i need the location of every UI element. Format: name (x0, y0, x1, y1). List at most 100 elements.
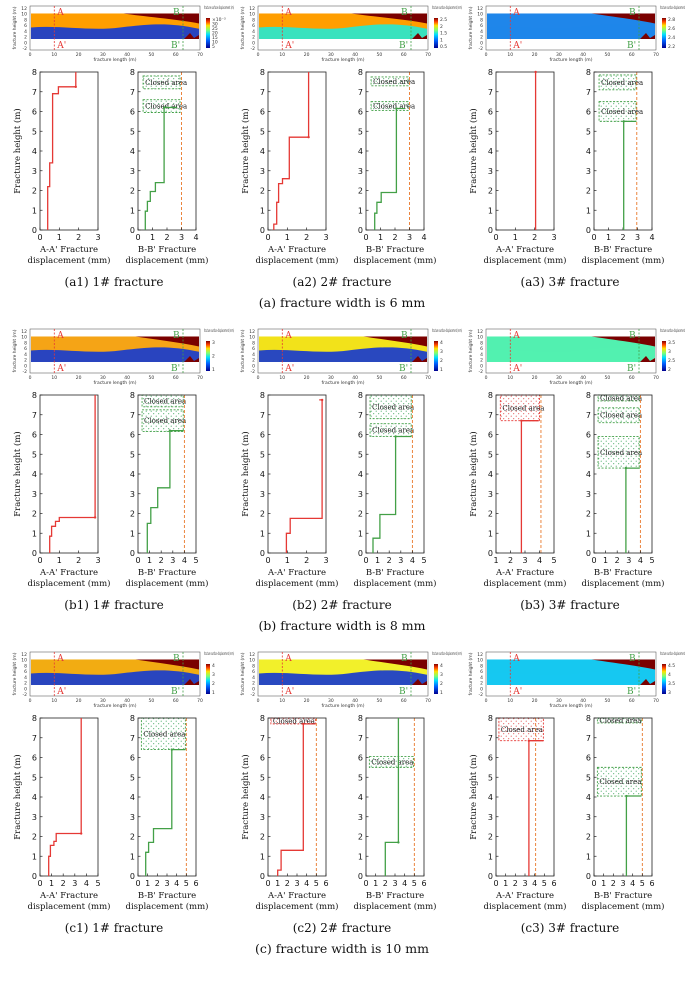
y-tick-label: 2 (130, 510, 135, 519)
y-tick-label: 4 (358, 793, 363, 802)
section-label-a-prime: A' (56, 41, 66, 51)
x-axis-label: A-A' Fracture (39, 568, 98, 578)
closed-area-label: Closed area (143, 730, 185, 738)
y-tick-label: 1 (260, 529, 265, 538)
heatmap-xtick: 60 (173, 375, 179, 381)
displacement-band (31, 347, 199, 362)
plot-frame (365, 71, 425, 231)
displacement-band (259, 347, 427, 362)
heatmap-xtick: 50 (605, 375, 611, 381)
heatmap-xtick: 0 (257, 698, 260, 704)
closed-area-region (598, 101, 637, 122)
y-axis-label: Fracture height (m) (468, 431, 479, 516)
heatmap-ytick: 12 (249, 329, 255, 335)
closed-area-region (142, 99, 181, 113)
x-tick-label: 3 (164, 879, 169, 888)
x-axis-label-units: displacement (mm) (582, 578, 665, 589)
y-tick-label: 0 (358, 549, 363, 558)
closed-zone (123, 13, 199, 24)
heatmap-ytick: 10 (477, 658, 483, 664)
colorbar-tick: 0.5 (440, 44, 447, 50)
heatmap-xtick: 30 (100, 375, 106, 381)
x-tick-label: 3 (95, 233, 100, 242)
heatmap-xtick: 0 (29, 52, 32, 58)
y-tick-label: 0 (488, 872, 493, 881)
x-tick-label: 5 (649, 556, 654, 565)
heatmap-ytick: 4 (24, 675, 27, 681)
profile-marker (320, 398, 324, 402)
displacement-band (259, 24, 427, 39)
x-tick-label: 4 (193, 233, 198, 242)
closed-zone (412, 33, 427, 39)
y-tick-label: 5 (358, 450, 363, 459)
heatmap-xtick: 40 (580, 52, 586, 58)
x-tick-label: 1 (373, 879, 378, 888)
heatmap-xtick: 0 (485, 698, 488, 704)
x-tick-label: 3 (170, 556, 175, 565)
y-tick-label: 1 (32, 852, 37, 861)
subfigure-caption: (a3) 3# fracture (521, 275, 620, 289)
y-tick-label: 1 (586, 206, 591, 215)
y-tick-label: 4 (488, 147, 493, 156)
heatmap-ytick: 2 (252, 358, 255, 364)
colorbar-tick: 4 (440, 663, 443, 669)
closed-zone (363, 659, 427, 670)
colorbar-tick: 1.5 (440, 31, 447, 37)
section-label-b: B (629, 331, 636, 341)
heatmap-ylabel: fracture height (m) (12, 329, 18, 372)
y-tick-label: 6 (358, 754, 363, 763)
y-tick-label: 3 (358, 167, 363, 176)
closed-zone (351, 13, 427, 24)
y-tick-label: 7 (260, 88, 265, 97)
heatmap-xtick: 60 (629, 375, 635, 381)
heatmap-ytick: 4 (480, 675, 483, 681)
x-axis-label-units: displacement (mm) (256, 578, 339, 589)
y-tick-label: 4 (130, 147, 135, 156)
y-tick-label: 4 (586, 470, 591, 479)
y-tick-label: 6 (260, 431, 265, 440)
y-tick-label: 0 (260, 872, 265, 881)
y-tick-label: 8 (32, 68, 37, 77)
displacement-profile-line (285, 399, 323, 553)
closed-zone (135, 336, 199, 347)
closed-area-label: Closed area (145, 79, 187, 87)
row-caption: (a) fracture width is 6 mm (259, 295, 426, 310)
x-axis-label: B-B' Fracture (594, 891, 652, 901)
section-label-b: B (173, 8, 180, 18)
heatmap-ytick: 8 (252, 340, 255, 346)
heatmap-xtick: 10 (507, 375, 513, 381)
colorbar-tick: 3 (668, 349, 671, 355)
heatmap-xtick: 60 (173, 698, 179, 704)
heatmap-xtick: 70 (425, 52, 431, 58)
x-tick-label: 1 (57, 556, 62, 565)
x-tick-label: 4 (649, 233, 654, 242)
x-tick-label: 5 (421, 556, 426, 565)
heatmap-ytick: 0 (252, 363, 255, 369)
colorbar-tick: 2 (440, 681, 443, 687)
heatmap-ylabel: fracture height (m) (12, 6, 18, 49)
heatmap-xtick: 20 (532, 698, 538, 704)
heatmap-ytick: 12 (477, 329, 483, 335)
heatmap-ytick: 2 (24, 35, 27, 41)
colorbar-tick: 4 (212, 663, 215, 669)
y-tick-label: 8 (586, 68, 591, 77)
closed-area-label: Closed area (600, 394, 642, 402)
x-tick-label: 3 (294, 879, 299, 888)
subfigure-caption: (c1) 1# fracture (65, 921, 163, 935)
x-axis-label-units: displacement (mm) (28, 578, 111, 589)
heatmap-xtick: 30 (100, 698, 106, 704)
heatmap-ytick: 4 (480, 29, 483, 35)
heatmap-ylabel: fracture height (m) (240, 329, 246, 372)
x-tick-label: 0 (37, 879, 42, 888)
closed-area-label: Closed area (600, 449, 642, 457)
section-label-b-prime: B' (399, 364, 408, 374)
displacement-band (487, 24, 655, 39)
heatmap-xlabel: fracture length (m) (322, 703, 365, 709)
colorbar-tick: 3.5 (668, 681, 675, 687)
